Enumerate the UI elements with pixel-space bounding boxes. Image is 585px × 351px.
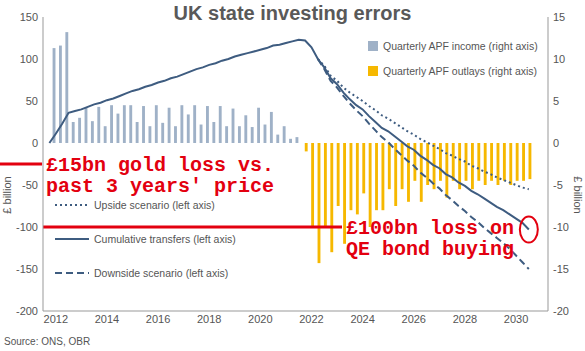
svg-text:£15bn gold loss vs.past 3 year: £15bn gold loss vs.past 3 years' price (46, 154, 274, 198)
svg-text:2026: 2026 (402, 313, 426, 325)
svg-text:2022: 2022 (299, 313, 323, 325)
svg-text:10: 10 (553, 53, 565, 65)
html-text:£ billion: £ billion (1, 176, 13, 214)
svg-text:2012: 2012 (44, 313, 68, 325)
svg-text:-150: -150 (16, 263, 38, 275)
html-text:Quarterly APF outlays (right a: Quarterly APF outlays (right axis) (383, 64, 538, 77)
svg-text:2016: 2016 (146, 313, 170, 325)
svg-text:150: 150 (20, 11, 38, 23)
svg-text:2024: 2024 (350, 313, 374, 325)
html-text:Source: ONS, OBR: Source: ONS, OBR (4, 336, 91, 347)
html-text:Quarterly APF income (right ax: Quarterly APF income (right axis) (383, 39, 538, 52)
svg-text:0: 0 (32, 137, 38, 149)
html-text:UK state investing errors: UK state investing errors (173, 2, 412, 24)
svg-text:-5: -5 (553, 179, 563, 191)
svg-text:50: 50 (26, 95, 38, 107)
svg-text:2018: 2018 (197, 313, 221, 325)
svg-text:-200: -200 (16, 305, 38, 317)
svg-text:-20: -20 (553, 305, 569, 317)
svg-text:2030: 2030 (504, 313, 528, 325)
svg-text:2020: 2020 (248, 313, 272, 325)
svg-text:100: 100 (20, 53, 38, 65)
svg-text:2028: 2028 (453, 313, 477, 325)
svg-text:-100: -100 (16, 221, 38, 233)
svg-text:15: 15 (553, 11, 565, 23)
html-text:£ billion: £ billion (572, 176, 584, 214)
html-text:Upside scenario (left axis): Upside scenario (left axis) (94, 199, 215, 211)
html-text:Downside scenario (left axis): Downside scenario (left axis) (94, 267, 229, 279)
svg-text:-50: -50 (22, 179, 38, 191)
svg-text:5: 5 (553, 95, 559, 107)
html-text:Cumulative transfers (left axi: Cumulative transfers (left axis) (94, 233, 236, 245)
svg-text:£100bn loss onQE bond buying: £100bn loss onQE bond buying (346, 217, 514, 261)
svg-text:2014: 2014 (95, 313, 119, 325)
svg-text:-15: -15 (553, 263, 569, 275)
svg-text:-10: -10 (553, 221, 569, 233)
svg-text:0: 0 (553, 137, 559, 149)
